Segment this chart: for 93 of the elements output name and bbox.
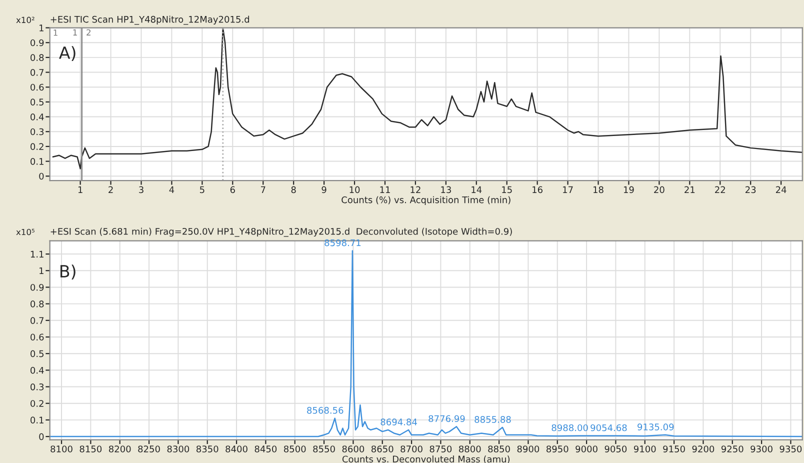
x-tick-label: 9350 <box>780 446 802 452</box>
annotation: 2 <box>86 29 90 36</box>
y-tick-label: 1 <box>40 24 44 32</box>
y-tick-label: 0.5 <box>30 98 44 106</box>
x-tick-label: 14 <box>472 186 482 193</box>
x-tick-label: 8350 <box>196 446 218 452</box>
x-tick-label: 12 <box>410 186 420 193</box>
x-tick-label: 11 <box>380 186 390 193</box>
x-axis-title: Counts (%) vs. Acquisition Time (min) <box>342 196 510 205</box>
x-tick-label: 8750 <box>430 446 452 452</box>
x-tick-label: 10 <box>350 186 360 194</box>
x-tick-label: 8150 <box>80 446 102 452</box>
x-tick-label: 9300 <box>750 446 772 452</box>
y-tick-label: 1.1 <box>30 250 44 258</box>
annotation: 8694.84 <box>380 418 417 426</box>
x-tick-label: 8700 <box>400 446 422 452</box>
annotation: 8988.00 <box>552 424 588 432</box>
x-tick-label: 17 <box>563 186 573 193</box>
x-tick-label: 1 <box>78 186 82 193</box>
y-tick-label: 0.1 <box>30 158 44 165</box>
annotation: 1 <box>73 29 77 36</box>
y-tick-label: 0.2 <box>30 400 44 407</box>
y-tick-label: 0 <box>39 172 44 180</box>
y-tick-label: 0.2 <box>30 143 44 150</box>
y-tick-label: 0.8 <box>30 54 44 62</box>
x-tick-label: 8100 <box>50 446 72 452</box>
y-tick-label: 0.4 <box>30 366 44 374</box>
x-tick-label: 9150 <box>663 446 685 452</box>
annotation: 8568.56 <box>307 406 344 414</box>
x-tick-label: 8800 <box>458 446 481 452</box>
x-tick-label: 9200 <box>692 446 714 452</box>
x-tick-label: 9000 <box>576 446 598 452</box>
x-tick-label: 20 <box>654 186 664 194</box>
y-tick-label: 0.7 <box>30 317 44 324</box>
x-tick-label: 8200 <box>108 446 131 452</box>
x-tick-label: 3 <box>139 186 144 194</box>
line-series <box>52 28 802 170</box>
x-tick-label: 21 <box>684 186 695 193</box>
y-tick-label: 1 <box>40 267 44 274</box>
x-tick-label: 8650 <box>371 446 394 452</box>
x-tick-label: 8950 <box>546 446 568 452</box>
annotation: 8598.71 <box>324 239 361 246</box>
y-tick-label: 0 <box>39 433 44 440</box>
x-tick-label: 8900 <box>517 446 540 452</box>
y-tick-label: 0.3 <box>30 383 44 390</box>
x-tick-label: 6 <box>230 186 235 194</box>
x-tick-label: 19 <box>624 186 634 194</box>
chart-title: +ESI Scan (5.681 min) Frag=250.0V HP1_Y48pNitro_12May2015.d Deconvoluted (Isotope Width=0.9) <box>50 228 512 237</box>
x-tick-label: 9100 <box>634 446 656 452</box>
y-tick-label: 0.4 <box>30 114 44 120</box>
annotation: 9135.09 <box>638 424 674 430</box>
x-tick-label: 8850 <box>488 446 510 452</box>
x-tick-label: 16 <box>532 186 542 194</box>
x-tick-label: 15 <box>502 186 512 194</box>
annotation: A) <box>59 46 76 61</box>
annotation: 8855.88 <box>474 416 511 423</box>
annotation: 1 <box>54 30 58 36</box>
y-tick-label: 0.1 <box>30 416 44 424</box>
x-tick-label: 8450 <box>254 446 277 452</box>
x-tick-label: 8300 <box>167 446 190 452</box>
x-tick-label: 5 <box>200 186 204 194</box>
x-tick-label: 8500 <box>284 446 306 452</box>
annotation: 9054.68 <box>590 424 627 432</box>
annotation: B) <box>60 264 76 280</box>
x-tick-label: 4 <box>169 186 174 193</box>
y-tick-label: 0.6 <box>30 84 44 91</box>
x-tick-label: 2 <box>108 186 113 193</box>
x-tick-label: 8400 <box>226 446 248 452</box>
x-tick-label: 8250 <box>138 446 160 452</box>
line-series <box>50 250 802 438</box>
y-tick-label: 0.8 <box>30 300 44 308</box>
x-tick-label: 7 <box>260 186 266 193</box>
text: x10² <box>16 16 34 24</box>
y-tick-label: 0.3 <box>30 128 44 136</box>
y-tick-label: 0.9 <box>30 39 44 46</box>
x-tick-label: 24 <box>776 186 786 193</box>
x-tick-label: 13 <box>441 186 451 194</box>
y-tick-label: 0.7 <box>30 69 44 76</box>
x-tick-label: 8550 <box>313 446 335 452</box>
x-tick-label: 8 <box>291 186 296 194</box>
x-tick-label: 9050 <box>604 446 627 452</box>
y-tick-label: 0.5 <box>30 350 44 358</box>
y-tick-label: 0.9 <box>30 284 44 291</box>
annotation: 8776.99 <box>428 415 465 422</box>
x-tick-label: 9 <box>322 186 326 194</box>
x-tick-label: 8600 <box>342 446 364 452</box>
chart-title: +ESI TIC Scan HP1_Y48pNitro_12May2015.d <box>50 16 250 25</box>
x-tick-label: 18 <box>594 186 604 194</box>
text: x10⁵ <box>16 228 34 236</box>
x-tick-label: 23 <box>746 186 756 194</box>
x-tick-label: 9250 <box>721 446 744 452</box>
x-tick-label: 22 <box>715 186 725 193</box>
y-tick-label: 0.6 <box>30 334 44 341</box>
